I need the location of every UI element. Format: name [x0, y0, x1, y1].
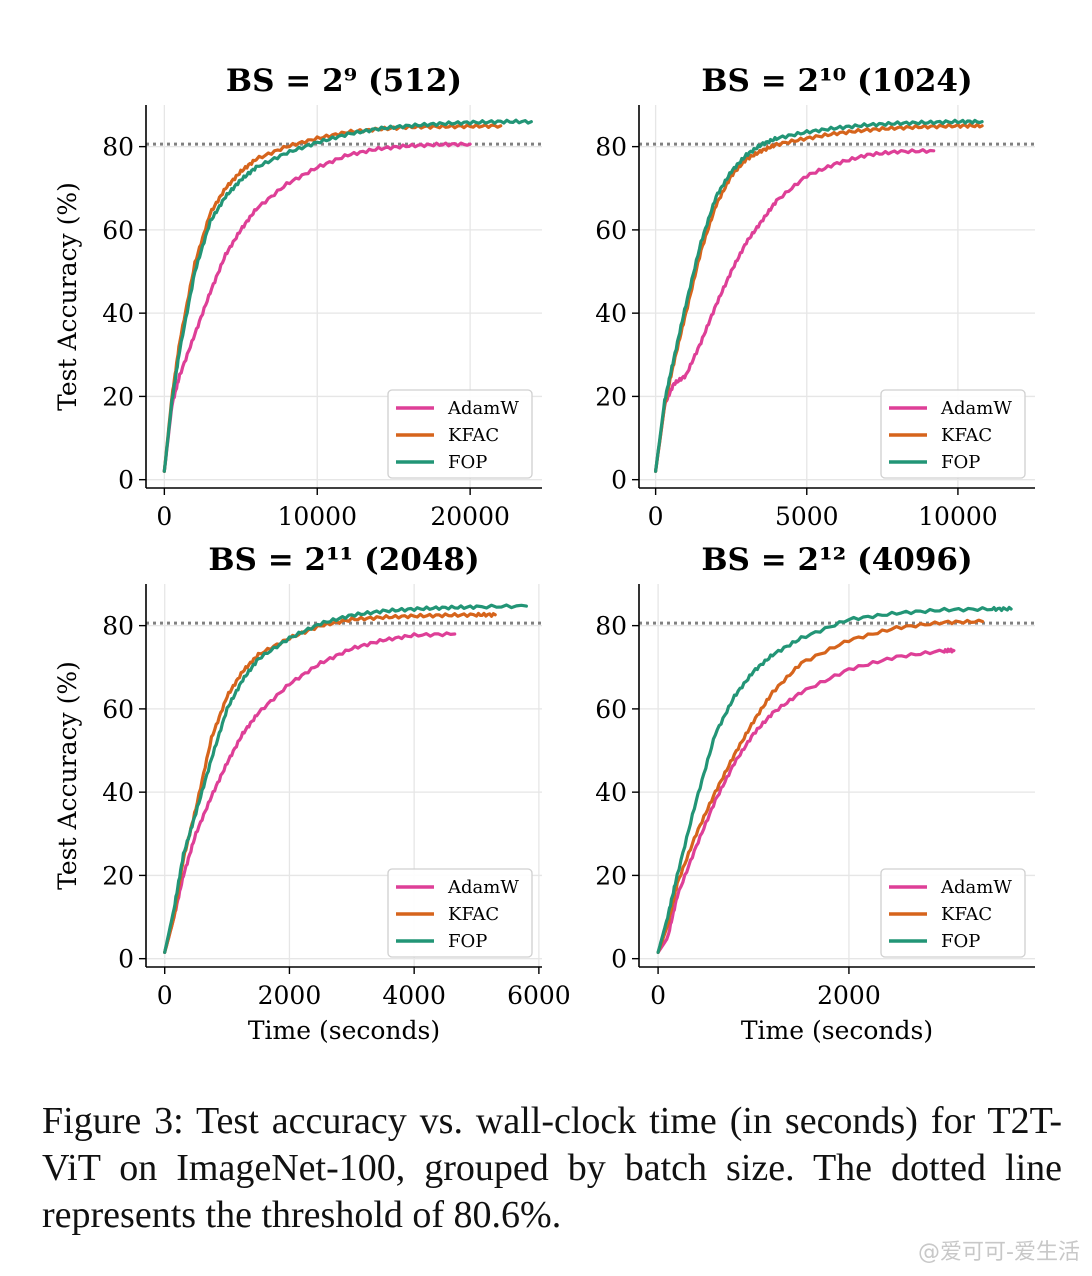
- legend: AdamW KFAC FOP: [880, 868, 1026, 958]
- x-tick-label: 20000: [430, 502, 510, 531]
- x-axis-label: Time (seconds): [248, 1016, 440, 1045]
- y-tick-label: 80: [102, 133, 134, 162]
- x-tick-label: 10000: [918, 502, 998, 531]
- y-tick-label: 80: [102, 612, 134, 641]
- y-tick-label: 80: [595, 133, 627, 162]
- legend: AdamW KFAC FOP: [387, 868, 533, 958]
- x-tick-label: 0: [156, 502, 172, 531]
- y-tick-label: 60: [595, 216, 627, 245]
- legend-box: [387, 868, 533, 958]
- chart-panel-2: 0 20 40 60 80 0 5000 10000 BS = 2¹⁰ (1024) AdamW K…: [595, 63, 1035, 531]
- y-axis-label: Test Accuracy (%): [53, 182, 82, 411]
- y-tick-label: 40: [102, 778, 134, 807]
- x-tick-label: 4000: [382, 981, 446, 1010]
- legend-label: FOP: [941, 452, 980, 473]
- legend-label: KFAC: [448, 425, 499, 446]
- series-line-fop: [163, 603, 529, 955]
- series-line-adamw: [162, 141, 472, 473]
- y-tick-label: 40: [102, 299, 134, 328]
- chart-title: BS = 2¹⁰ (1024): [701, 63, 972, 99]
- y-tick-label: 60: [595, 695, 627, 724]
- y-tick-label: 20: [102, 382, 134, 411]
- y-axis-label: Test Accuracy (%): [53, 661, 82, 890]
- legend-label: AdamW: [447, 398, 519, 419]
- legend-label: FOP: [941, 931, 980, 952]
- figure-caption: Figure 3: Test accuracy vs. wall-clock t…: [42, 1100, 1062, 1236]
- y-tick-label: 40: [595, 778, 627, 807]
- chart-panel-4: 0 20 40 60 80 0 2000 BS = 2¹² (4096) Time (secon…: [595, 542, 1035, 1045]
- y-tick-label: 20: [102, 861, 134, 890]
- chart-panel-1: 0 20 40 60 80 0 10000 20000 BS = 2⁹ (512) Test Ac…: [53, 63, 542, 531]
- y-tick-label: 20: [595, 382, 627, 411]
- y-tick-label: 80: [595, 612, 627, 641]
- chart-title: BS = 2¹¹ (2048): [208, 542, 479, 578]
- x-axis-label: Time (seconds): [741, 1016, 933, 1045]
- legend-label: KFAC: [941, 904, 992, 925]
- y-tick-label: 0: [611, 466, 627, 495]
- legend-label: AdamW: [940, 398, 1012, 419]
- y-tick-label: 60: [102, 216, 134, 245]
- y-tick-label: 0: [611, 945, 627, 974]
- chart-title: BS = 2⁹ (512): [226, 63, 462, 99]
- legend: AdamW KFAC FOP: [387, 389, 533, 479]
- series-line-adamw: [163, 631, 457, 955]
- x-tick-label: 0: [157, 981, 173, 1010]
- x-tick-label: 6000: [507, 981, 571, 1010]
- series-line-fop: [162, 118, 533, 473]
- chart-title: BS = 2¹² (4096): [701, 542, 972, 578]
- x-tick-label: 0: [648, 502, 664, 531]
- y-tick-label: 0: [118, 466, 134, 495]
- x-tick-label: 0: [650, 981, 666, 1010]
- series-line-adamw: [656, 647, 956, 955]
- legend-label: FOP: [448, 931, 487, 952]
- legend-label: AdamW: [447, 877, 519, 898]
- legend-box: [880, 868, 1026, 958]
- legend-label: AdamW: [940, 877, 1012, 898]
- y-tick-label: 0: [118, 945, 134, 974]
- legend-label: FOP: [448, 452, 487, 473]
- watermark: @爱可可-爱生活: [918, 1240, 1080, 1265]
- x-tick-label: 2000: [817, 981, 881, 1010]
- legend-box: [880, 389, 1026, 479]
- legend-box: [387, 389, 533, 479]
- legend-label: KFAC: [941, 425, 992, 446]
- y-tick-label: 40: [595, 299, 627, 328]
- series-line-fop: [656, 605, 1013, 955]
- x-tick-label: 5000: [775, 502, 839, 531]
- series-line-fop: [653, 118, 984, 473]
- y-tick-label: 20: [595, 861, 627, 890]
- legend: AdamW KFAC FOP: [880, 389, 1026, 479]
- y-tick-label: 60: [102, 695, 134, 724]
- chart-panel-3: 0 20 40 60 80 0 2000 4000 6000 BS = 2¹¹ (2048) Tes…: [53, 542, 571, 1045]
- x-tick-label: 2000: [258, 981, 322, 1010]
- series-line-adamw: [653, 148, 936, 473]
- x-tick-label: 10000: [277, 502, 357, 531]
- legend-label: KFAC: [448, 904, 499, 925]
